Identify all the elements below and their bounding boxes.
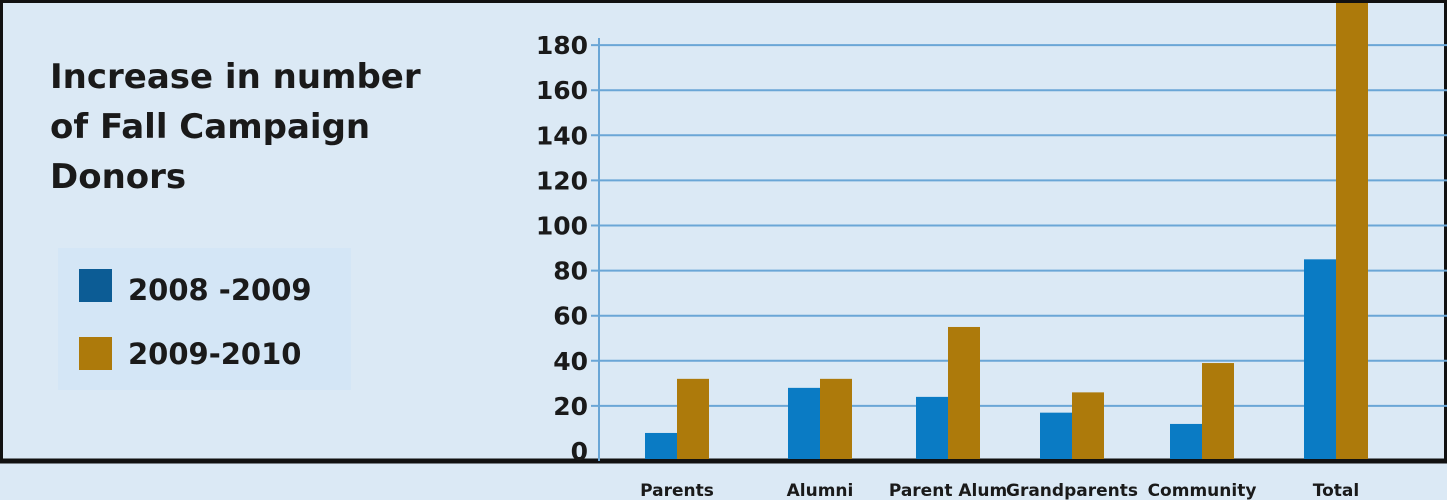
bar-community-2009-2010 (1202, 363, 1234, 459)
y-tick-label-160: 160 (536, 76, 588, 105)
bars (645, 3, 1368, 459)
chart-title-line-2: of Fall Campaign (50, 107, 370, 147)
chart-title-line-1: Increase in number (50, 57, 421, 97)
bar-parents-2009-2010 (677, 378, 709, 459)
x-category-label-alumni: Alumni (787, 481, 854, 500)
y-tick-label-100: 100 (536, 212, 588, 241)
legend-swatch-2009-2010 (79, 337, 112, 370)
y-tick-label-180: 180 (536, 31, 588, 60)
x-category-label-parent-alum: Parent Alum (889, 481, 1007, 500)
y-tick-label-40: 40 (553, 347, 588, 376)
bar-community-2008-2009 (1170, 423, 1202, 459)
bar-grandparents-2008-2009 (1040, 412, 1072, 459)
y-tick-label-120: 120 (536, 166, 588, 195)
y-tick-label-20: 20 (553, 392, 588, 421)
bar-total-2009-2010 (1336, 3, 1368, 459)
legend-label-2008-2009: 2008 -2009 (128, 273, 312, 307)
y-tick-label-0: 0 (571, 437, 588, 466)
bar-alumni-2008-2009 (788, 387, 820, 459)
bar-total-2008-2009 (1304, 259, 1336, 459)
legend-label-2009-2010: 2009-2010 (128, 337, 301, 371)
bar-parents-2008-2009 (645, 432, 677, 459)
y-tick-label-60: 60 (553, 302, 588, 331)
legend-swatch-2008-2009 (79, 269, 112, 302)
bar-parent-alum-2009-2010 (948, 326, 980, 459)
y-axis-ticks: 0 20 40 60 80 100 120 140 160 180 (536, 31, 588, 466)
x-category-label-community: Community (1148, 481, 1257, 500)
x-category-label-grandparents: Grandparents (1006, 481, 1138, 500)
bar-alumni-2009-2010 (820, 378, 852, 459)
bar-parent-alum-2008-2009 (916, 396, 948, 459)
x-category-label-total: Total (1313, 481, 1359, 500)
legend: 2008 -2009 2009-2010 (58, 248, 351, 390)
bar-grandparents-2009-2010 (1072, 392, 1104, 459)
y-tick-label-80: 80 (553, 257, 588, 286)
y-tick-label-140: 140 (536, 121, 588, 150)
chart-title-line-3: Donors (50, 157, 186, 197)
x-category-label-parents: Parents (640, 481, 714, 500)
